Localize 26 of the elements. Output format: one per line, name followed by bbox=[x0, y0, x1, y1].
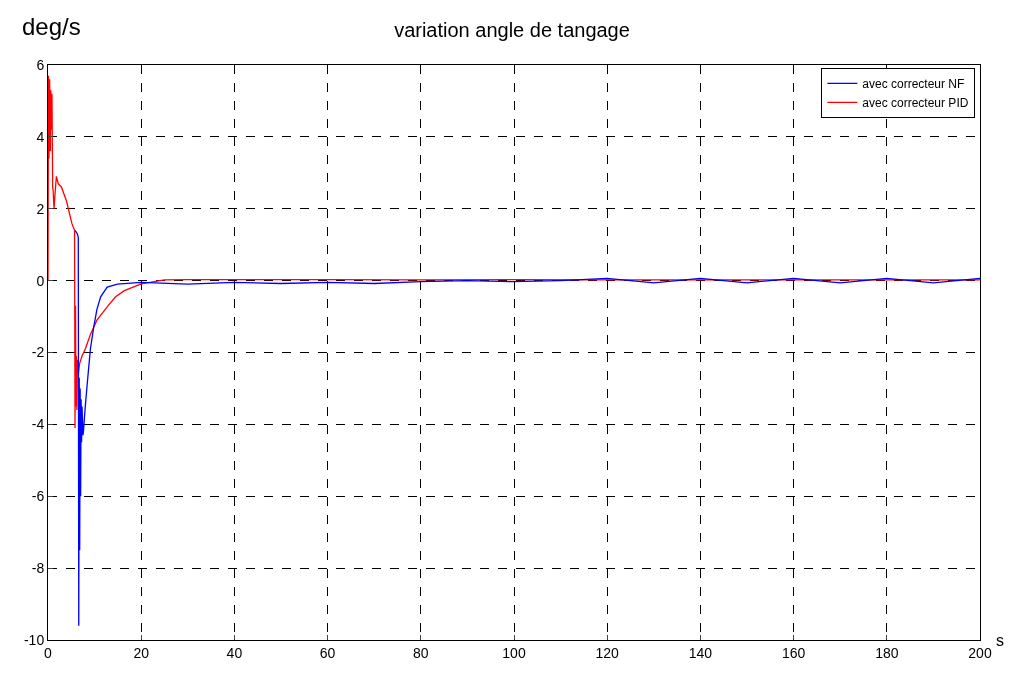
x-tick-label: 100 bbox=[502, 644, 526, 661]
y-tick-label: 2 bbox=[36, 200, 45, 217]
x-tick-label: 140 bbox=[688, 644, 713, 661]
line-series bbox=[48, 75, 980, 429]
x-tick-label: 180 bbox=[875, 644, 899, 661]
legend-label: avec correcteur NF bbox=[862, 77, 965, 92]
x-tick-label: 120 bbox=[595, 644, 620, 661]
x-tick-label: 200 bbox=[968, 644, 992, 661]
y-tick-label: -6 bbox=[31, 488, 45, 505]
x-tick-label: 60 bbox=[319, 644, 336, 661]
y-axis-title: deg/s bbox=[22, 13, 81, 40]
y-tick-label: -4 bbox=[31, 416, 45, 433]
chart-title: variation angle de tangage bbox=[394, 19, 630, 42]
legend-label: avec correcteur PID bbox=[862, 96, 969, 111]
x-tick-label: 20 bbox=[133, 644, 150, 661]
y-tick-label: 6 bbox=[36, 56, 45, 73]
y-tick-label: -10 bbox=[23, 631, 45, 648]
y-tick-label: -8 bbox=[31, 560, 45, 577]
x-tick-label: 40 bbox=[226, 644, 243, 661]
y-tick-label: -2 bbox=[31, 344, 45, 361]
y-tick-label: 0 bbox=[36, 272, 45, 289]
x-axis-title: s bbox=[996, 632, 1004, 649]
line-series bbox=[74, 229, 980, 627]
y-tick-label: 4 bbox=[36, 128, 45, 145]
x-tick-label: 80 bbox=[413, 644, 429, 661]
x-tick-label: 160 bbox=[781, 644, 806, 661]
